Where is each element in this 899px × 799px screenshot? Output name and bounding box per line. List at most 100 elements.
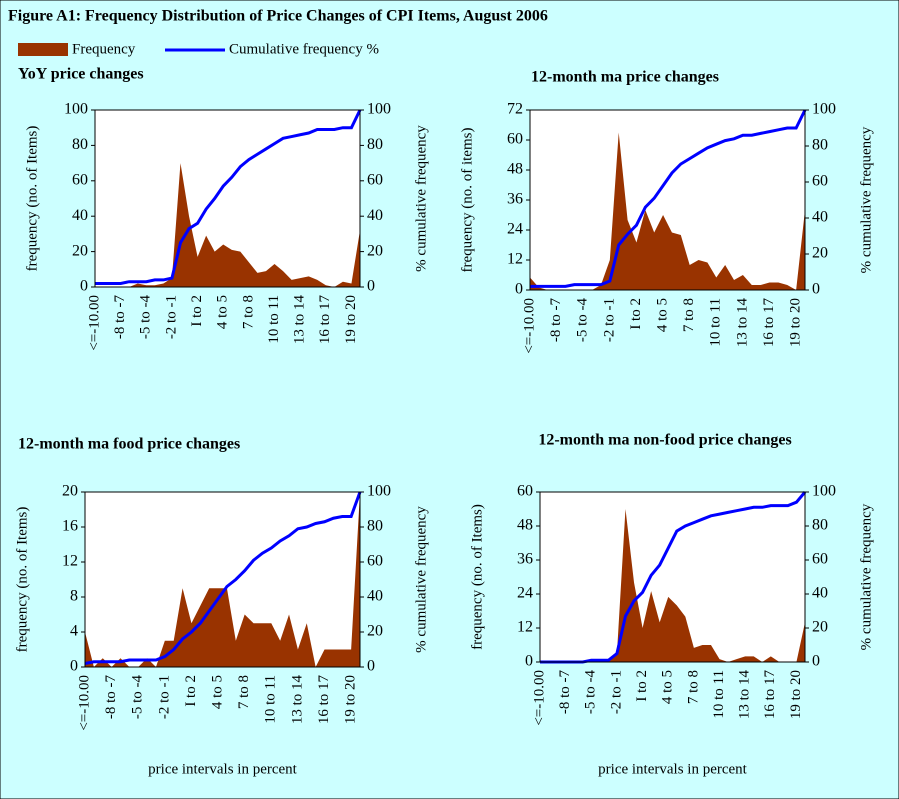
y2-tick-label: 0 [367, 658, 375, 675]
x-tick-label: 16 to 17 [316, 675, 332, 725]
x-tick-label: 10 to 11 [711, 670, 727, 719]
x-tick-label: 10 to 11 [708, 298, 724, 347]
y2-tick-label: 40 [812, 585, 828, 602]
y-tick-label: 16 [62, 518, 78, 535]
y2-tick-label: 20 [812, 619, 828, 636]
y2-tick-label: 0 [812, 281, 820, 298]
x-tick-label: 13 to 14 [292, 295, 308, 345]
chart-title: YoY price changes [18, 66, 144, 83]
x-tick-label: 7 to 8 [240, 295, 256, 329]
y-tick-label: 72 [507, 101, 523, 118]
x-tick-label: 7 to 8 [681, 298, 697, 332]
x-tick-label: I to 2 [628, 298, 644, 330]
frequency-area [530, 132, 805, 290]
x-tick-label: 16 to 17 [762, 670, 778, 720]
y-tick-label: 100 [64, 101, 88, 118]
x-tick-label: 4 to 5 [660, 670, 676, 704]
x-tick-label: 16 to 17 [761, 298, 777, 348]
x-tick-label: 4 to 5 [210, 675, 226, 709]
y2-tick-label: 80 [812, 517, 828, 534]
y-tick-label: 80 [72, 136, 88, 153]
plot-frame [529, 109, 806, 291]
y2-tick-label: 100 [367, 483, 391, 500]
y-tick-label: 36 [517, 551, 533, 568]
y2-tick-label: 80 [367, 518, 383, 535]
y2-tick-label: 80 [367, 136, 383, 153]
x-tick-label: 7 to 8 [236, 675, 252, 709]
y-tick-label: 0 [70, 658, 78, 675]
y-tick-label: 60 [507, 131, 523, 148]
y2-tick-label: 100 [812, 101, 836, 118]
frequency-area [95, 163, 360, 287]
x-tick-label: -8 to -7 [548, 298, 564, 343]
plot-frame [84, 491, 361, 668]
x-tick-label: -8 to -7 [557, 670, 573, 715]
x-tick-label: <=-10.00 [521, 298, 537, 354]
y2-tick-label: 20 [812, 245, 828, 262]
x-tick-label: <=-10.00 [76, 675, 92, 731]
y-tick-label: 8 [70, 588, 78, 605]
plot-frame [94, 109, 361, 288]
y-tick-label: 0 [80, 278, 88, 295]
y-tick-label: 20 [72, 242, 88, 259]
plot-frame [539, 491, 806, 663]
y-tick-label: 48 [517, 517, 533, 534]
y-tick-label: 40 [72, 207, 88, 224]
y2-tick-label: 40 [812, 209, 828, 226]
y-axis-label: frequency (no. of items) [459, 128, 475, 273]
x-tick-label: 19 to 20 [788, 298, 804, 347]
y-tick-label: 0 [525, 653, 533, 670]
frequency-area [85, 492, 360, 667]
x-tick-label: -5 to -4 [583, 670, 599, 715]
legend-label: Frequency [72, 41, 136, 57]
x-tick-label: 13 to 14 [734, 298, 750, 348]
x-tick-label: 7 to 8 [685, 670, 701, 704]
y-tick-label: 60 [72, 171, 88, 188]
x-tick-label: 19 to 20 [788, 670, 804, 719]
y2-tick-label: 40 [367, 588, 383, 605]
x-tick-label: -2 to -1 [608, 670, 624, 714]
x-axis-label: price intervals in percent [148, 761, 298, 777]
y2-tick-label: 100 [812, 483, 836, 500]
x-tick-label: 13 to 14 [737, 670, 753, 720]
cumulative-line [95, 109, 362, 285]
x-axis-label: price intervals in percent [598, 761, 748, 777]
y2-tick-label: 80 [812, 137, 828, 154]
x-tick-label: -5 to -4 [138, 295, 154, 340]
x-tick-label: 10 to 11 [266, 295, 282, 344]
y2-tick-label: 0 [367, 278, 375, 295]
chart-title: 12-month ma price changes [531, 69, 719, 86]
x-tick-label: 16 to 17 [317, 295, 333, 345]
cumulative-line [84, 491, 362, 665]
x-tick-label: -8 to -7 [112, 295, 128, 340]
x-tick-label: -5 to -4 [130, 675, 146, 720]
y-tick-label: 12 [62, 553, 78, 570]
x-tick-label: <=-10.00 [86, 295, 102, 351]
y2-tick-label: 20 [367, 242, 383, 259]
figure-title: Figure A1: Frequency Distribution of Pri… [8, 8, 548, 25]
y-axis-label: frequency (no. of Items) [469, 504, 485, 650]
y-tick-label: 24 [507, 221, 523, 238]
y-tick-label: 24 [517, 585, 533, 602]
y-tick-label: 20 [62, 483, 78, 500]
y2-tick-label: 60 [367, 171, 383, 188]
y2-axis-label: % cumulative frequency [858, 126, 874, 273]
x-tick-label: -5 to -4 [575, 298, 591, 343]
y2-tick-label: 20 [367, 623, 383, 640]
y-tick-label: 4 [70, 623, 78, 640]
y-tick-label: 12 [517, 619, 533, 636]
y2-tick-label: 0 [812, 653, 820, 670]
x-tick-label: 4 to 5 [215, 295, 231, 329]
y-tick-label: 0 [515, 281, 523, 298]
x-tick-label: I to 2 [634, 670, 650, 702]
legend-swatch [18, 43, 68, 56]
x-tick-label: 10 to 11 [263, 675, 279, 724]
cumulative-line [530, 109, 807, 288]
x-tick-label: -2 to -1 [156, 675, 172, 719]
y2-axis-label: % cumulative frequency [413, 506, 429, 653]
y-axis-label: frequency (no. of Items) [24, 126, 40, 272]
x-tick-label: 19 to 20 [343, 295, 359, 344]
y2-axis-label: % cumulative frequency [413, 125, 429, 272]
x-tick-label: 19 to 20 [343, 675, 359, 724]
